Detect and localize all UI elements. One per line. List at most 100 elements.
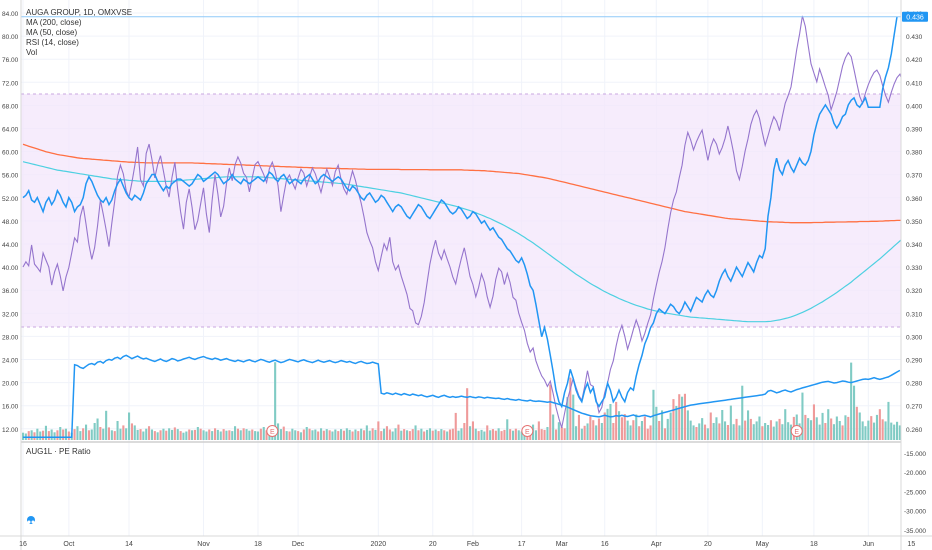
x-tick-label: Apr: [651, 541, 663, 548]
volume-bar: [62, 429, 65, 440]
volume-bar: [110, 430, 113, 440]
legend-ma200[interactable]: MA (200, close): [26, 18, 82, 27]
volume-bar: [878, 409, 881, 440]
volume-bar: [42, 430, 45, 440]
pe-pane-label[interactable]: AUG1L · PE Ratio: [26, 447, 91, 456]
volume-bar: [188, 429, 191, 440]
volume-bar: [428, 428, 431, 440]
volume-bar: [145, 428, 148, 440]
volume-bar: [618, 411, 621, 440]
volume-bar: [721, 410, 724, 440]
volume-bar: [311, 430, 314, 440]
legend-symbol[interactable]: AUGA GROUP, 1D, OMXVSE: [26, 8, 132, 17]
x-tick-label: Nov: [197, 541, 210, 548]
volume-bar: [767, 425, 770, 440]
volume-bar: [142, 431, 145, 440]
earnings-marker[interactable]: E: [521, 425, 534, 437]
volume-bar: [500, 431, 503, 440]
volume-bar: [873, 422, 876, 440]
volume-bar: [732, 424, 735, 440]
current-price-label: 0.436: [906, 14, 924, 21]
volume-bar: [832, 424, 835, 440]
volume-bar: [884, 421, 887, 440]
volume-bar: [689, 420, 692, 440]
volume-bar: [291, 428, 294, 440]
volume-bar: [139, 429, 142, 440]
volume-bar: [503, 429, 506, 440]
volume-bar: [861, 421, 864, 440]
volume-bar: [53, 432, 56, 440]
time-axis: 16 Oct 14 Nov 18 Dec 2020 20 Feb 17 Mar 16 Apr 20 May 1…: [19, 541, 915, 548]
volume-bar: [844, 415, 847, 440]
volume-bar: [735, 418, 738, 440]
volume-bar: [850, 362, 853, 440]
volume-bar: [179, 431, 182, 440]
earnings-marker[interactable]: E: [790, 425, 803, 437]
legend-ma50[interactable]: MA (50, close): [26, 28, 77, 37]
volume-bar: [67, 431, 70, 440]
volume-bar: [85, 424, 88, 440]
volume-bar: [741, 385, 744, 440]
volume-bar: [838, 421, 841, 440]
volume-bar: [563, 428, 566, 440]
volume-bar: [96, 418, 99, 440]
volume-bar: [747, 410, 750, 440]
right-tick-label: 0.370: [906, 173, 923, 180]
layout-icon[interactable]: [27, 516, 35, 524]
legend-vol[interactable]: Vol: [26, 48, 37, 57]
volume-bar: [196, 427, 199, 440]
volume-bar: [173, 427, 176, 440]
right-tick-label: 0.380: [906, 150, 923, 157]
volume-bar: [417, 430, 420, 440]
volume-bar: [655, 406, 658, 440]
volume-bar: [893, 424, 896, 440]
volume-bar: [348, 429, 351, 440]
volume-bar: [202, 430, 205, 440]
right-tick-label: 0.340: [906, 242, 923, 249]
earnings-marker[interactable]: E: [266, 425, 279, 437]
volume-bar: [125, 428, 128, 440]
volume-bar: [388, 429, 391, 440]
volume-bar: [658, 421, 661, 440]
volume-bar: [219, 431, 222, 440]
volume-bar: [589, 416, 592, 440]
volume-bar: [119, 428, 122, 440]
volume-bar: [225, 430, 228, 440]
rsi-band: [21, 94, 901, 327]
volume-bar: [706, 428, 709, 440]
pe-tick-label: -30.000: [904, 509, 926, 516]
volume-bar: [477, 431, 480, 440]
volume-bar: [549, 384, 552, 440]
volume-bar: [540, 429, 543, 440]
legend-rsi[interactable]: RSI (14, close): [26, 38, 79, 47]
volume-bar: [612, 423, 615, 440]
volume-bar: [898, 425, 901, 440]
volume-bar: [56, 430, 59, 440]
volume-bar: [494, 430, 497, 440]
volume-bar: [279, 429, 282, 440]
volume-bar: [414, 425, 417, 440]
volume-bar: [749, 418, 752, 440]
volume-bar: [216, 429, 219, 440]
volume-bar: [729, 405, 732, 440]
x-tick-label: 17: [518, 541, 526, 548]
volume-bar: [159, 430, 162, 440]
volume-bar: [448, 429, 451, 440]
volume-bar: [397, 424, 400, 440]
volume-bar: [400, 430, 403, 440]
x-tick-label: Jun: [863, 541, 874, 548]
volume-bar: [285, 431, 288, 440]
left-tick-label: 44.00: [2, 242, 19, 249]
left-tick-label: 60.00: [2, 150, 19, 157]
volume-bar: [305, 427, 308, 440]
volume-bar: [738, 425, 741, 440]
volume-bar: [807, 418, 810, 440]
left-tick-label: 76.00: [2, 57, 19, 64]
volume-bar: [59, 427, 62, 440]
left-tick-label: 64.00: [2, 127, 19, 134]
volume-bar: [385, 426, 388, 440]
volume-bar: [374, 429, 377, 440]
left-tick-label: 16.00: [2, 404, 19, 411]
x-tick-label: Dec: [292, 541, 305, 548]
pe-axis: -15.000 -20.000 -25.000 -30.000 -35.000: [904, 451, 926, 535]
